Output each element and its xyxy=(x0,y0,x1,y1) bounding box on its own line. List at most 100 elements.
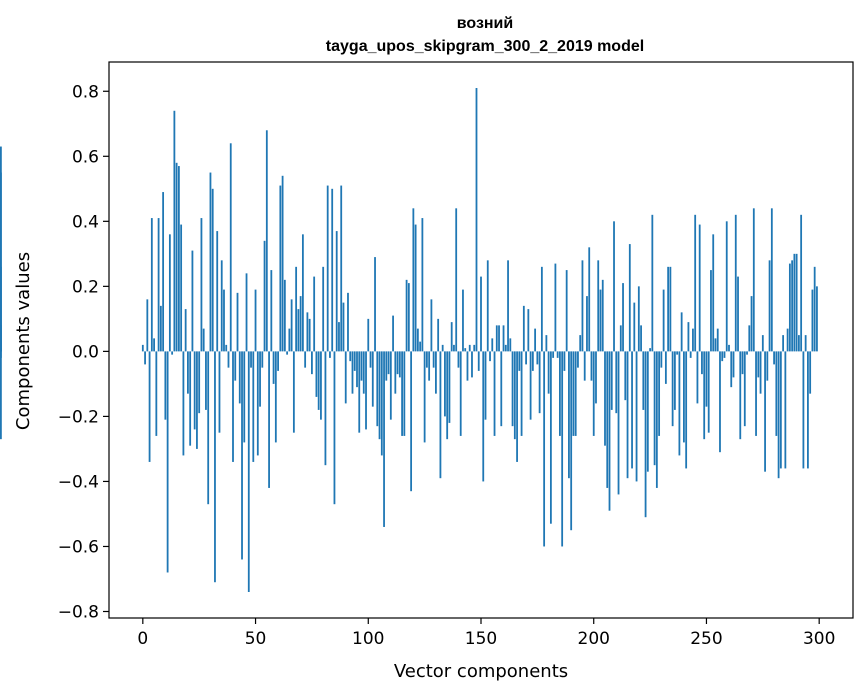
bar xyxy=(425,351,428,368)
y-tick-label: 0.2 xyxy=(72,277,99,297)
bar xyxy=(403,351,406,436)
bar xyxy=(655,351,658,488)
bar xyxy=(793,253,796,352)
bar xyxy=(331,188,334,352)
bar xyxy=(394,351,397,394)
bar xyxy=(360,351,363,381)
bar xyxy=(730,351,733,388)
bar xyxy=(500,351,503,427)
bar xyxy=(268,351,270,488)
bar xyxy=(252,351,255,462)
bar xyxy=(565,270,568,352)
bar xyxy=(349,351,352,362)
bar xyxy=(507,260,509,352)
bar xyxy=(344,351,347,404)
bar xyxy=(471,351,473,378)
bar xyxy=(802,351,805,469)
bar xyxy=(687,322,690,352)
bar xyxy=(234,351,237,381)
bar xyxy=(712,234,715,352)
bar xyxy=(644,351,647,518)
x-tick-label: 250 xyxy=(690,629,722,649)
x-tick-label: 0 xyxy=(137,629,148,649)
bar xyxy=(811,289,814,352)
bar xyxy=(590,351,593,381)
bar xyxy=(529,351,532,420)
x-tick-label: 50 xyxy=(245,629,267,649)
bar xyxy=(732,351,735,378)
bar xyxy=(491,338,494,352)
bar xyxy=(229,143,232,352)
bar xyxy=(764,351,766,472)
bar xyxy=(534,328,537,352)
bar xyxy=(389,351,392,420)
bar xyxy=(209,172,212,352)
bar xyxy=(0,351,2,440)
bar xyxy=(773,351,775,365)
bar xyxy=(599,289,602,352)
bar xyxy=(279,185,282,352)
bar xyxy=(701,351,703,375)
bar xyxy=(261,351,264,368)
bar xyxy=(703,351,706,440)
bar xyxy=(619,325,622,352)
bar xyxy=(466,351,469,381)
bar xyxy=(342,302,345,352)
plot-frame xyxy=(108,61,854,619)
y-axis-label: Components values xyxy=(13,252,34,430)
bar xyxy=(795,253,798,352)
bar xyxy=(757,351,760,378)
bar xyxy=(189,351,192,446)
bar xyxy=(396,351,399,375)
bar xyxy=(586,296,588,352)
bar xyxy=(570,351,573,531)
bar xyxy=(175,162,178,352)
bar xyxy=(577,351,579,368)
bar xyxy=(216,231,219,352)
bar xyxy=(667,266,670,352)
bar xyxy=(608,351,611,511)
bar xyxy=(511,351,514,427)
bar xyxy=(680,312,683,352)
bar xyxy=(719,351,721,453)
bar xyxy=(295,266,298,352)
bar xyxy=(653,351,656,466)
bar xyxy=(649,348,651,352)
bar xyxy=(646,351,649,472)
bar xyxy=(464,348,467,352)
bar xyxy=(380,351,383,456)
bar xyxy=(166,351,169,573)
bar xyxy=(748,325,751,352)
bar xyxy=(475,88,478,352)
bar xyxy=(184,309,187,352)
y-tick-label: 0.8 xyxy=(72,82,99,102)
bar xyxy=(640,325,642,352)
bar xyxy=(588,247,591,352)
bar xyxy=(689,351,692,358)
bar xyxy=(759,351,762,394)
y-tick-label: 0.4 xyxy=(72,212,99,232)
bar xyxy=(455,208,458,352)
bars-group xyxy=(0,88,818,592)
bar xyxy=(238,351,241,404)
bar xyxy=(788,263,791,352)
bar xyxy=(164,351,167,420)
bar xyxy=(495,325,498,352)
bar xyxy=(536,351,539,365)
bar xyxy=(800,214,803,352)
bar xyxy=(468,344,471,352)
bar xyxy=(162,192,165,352)
bar xyxy=(493,351,496,436)
bar xyxy=(362,351,365,394)
bar xyxy=(662,289,665,352)
bar xyxy=(414,224,417,352)
bar xyxy=(737,276,739,352)
bar xyxy=(698,224,701,352)
bar xyxy=(338,322,340,352)
bar xyxy=(633,302,636,352)
bar xyxy=(741,351,744,375)
y-tick-label: −0.2 xyxy=(58,407,99,427)
bar xyxy=(326,185,329,352)
bar xyxy=(173,110,176,352)
